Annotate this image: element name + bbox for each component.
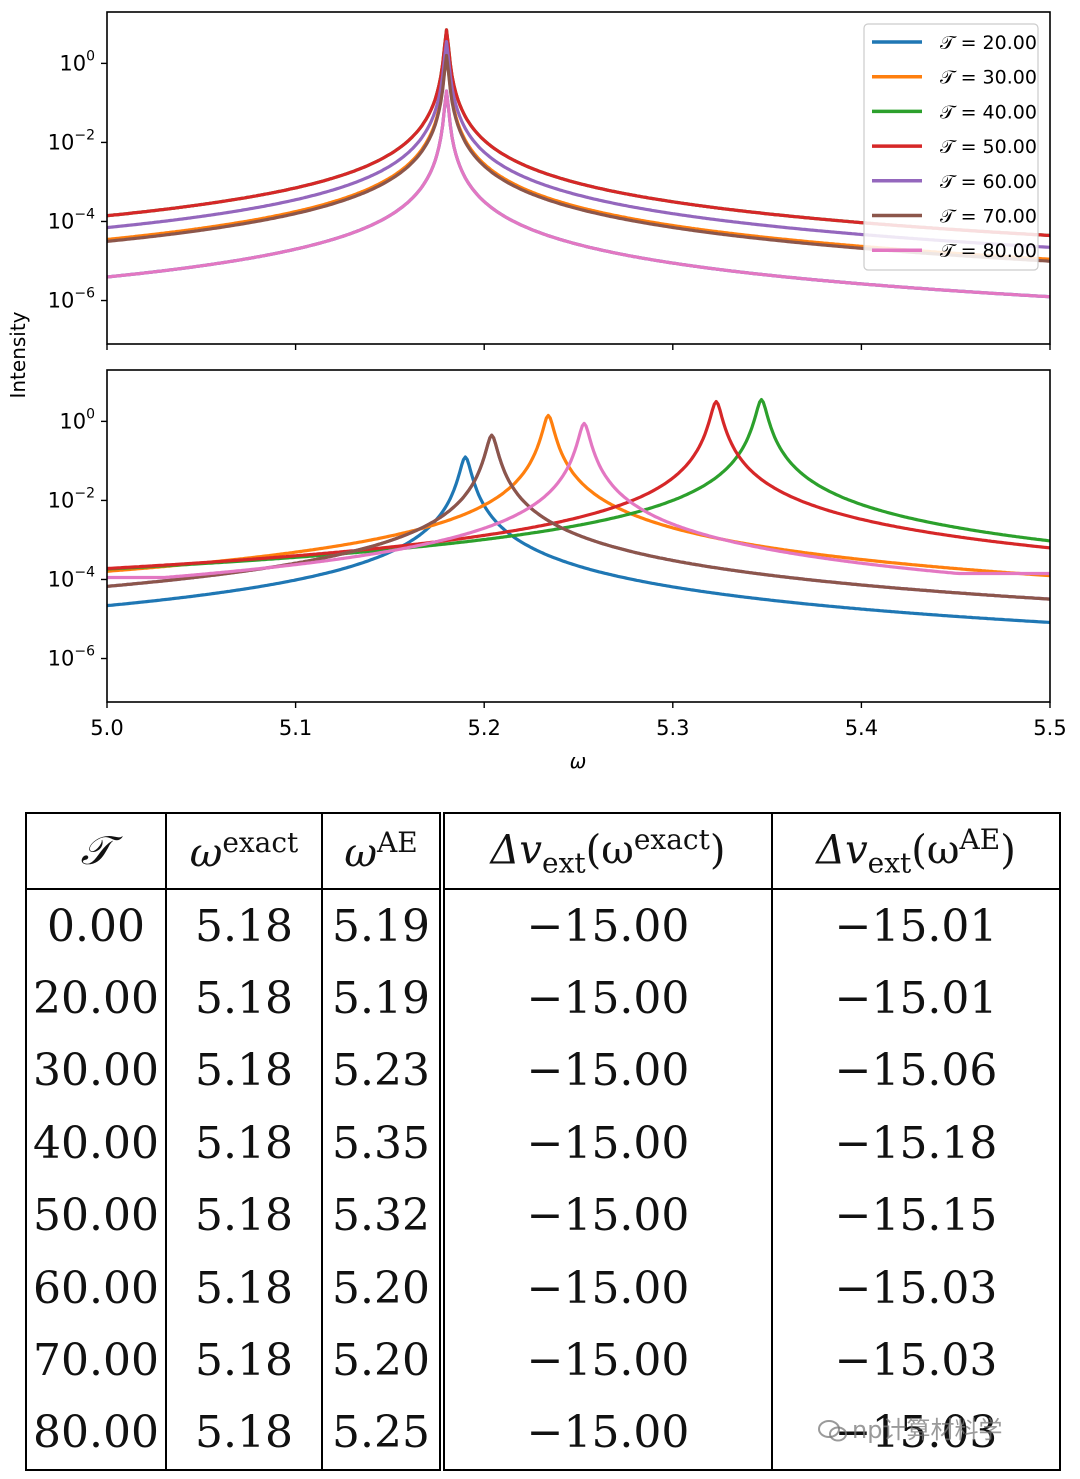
legend-label: 𝒯 = 20.00: [940, 32, 1037, 54]
cell-omega-exact: 5.18: [165, 1179, 323, 1252]
y-axis-label: Intensity: [6, 311, 30, 398]
cell-omega-ae: 5.20: [321, 1324, 445, 1397]
cell-T: 0.00: [25, 889, 167, 963]
x-tick-label: 5.0: [90, 716, 123, 740]
y-tick-label: 10−6: [48, 644, 95, 671]
cell-omega-ae: 5.19: [321, 962, 445, 1035]
series-line-2: [107, 413, 1050, 578]
watermark: np计算材料学: [818, 1410, 1002, 1445]
cell-omega-ae: 5.32: [321, 1179, 445, 1252]
x-tick-label: 5.5: [1033, 716, 1066, 740]
series-line-7: [107, 89, 1050, 299]
header-T: 𝒯: [25, 812, 167, 890]
cell-dv-ae: −15.03: [771, 1324, 1061, 1397]
cell-dv-exact: −15.00: [441, 1324, 773, 1397]
cell-omega-exact: 5.18: [165, 962, 323, 1035]
bottom-panel: 100 10−2 10−4 10−6 5.0 5.1 5.2 5.3 5.4 5.5: [48, 369, 1067, 740]
cell-omega-ae: 5.25: [321, 1396, 445, 1472]
cell-dv-ae: −15.03: [771, 1396, 1061, 1472]
y-tick-label: 10−6: [48, 286, 95, 313]
cell-omega-exact: 5.18: [165, 1324, 323, 1397]
chart-figure: 100 10−2 10−4 10−6 𝒯 = 20.00 𝒯 = 30.00 𝒯 = 40.…: [6, 11, 1067, 773]
x-tick-label: 5.2: [467, 716, 500, 740]
cell-dv-exact: −15.00: [441, 1107, 773, 1180]
cell-T: 20.00: [25, 962, 167, 1035]
legend-label: 𝒯 = 50.00: [940, 136, 1037, 158]
axes-frame: [106, 369, 1051, 703]
x-tick-label: 5.3: [656, 716, 689, 740]
cell-dv-exact: −15.00: [441, 1251, 773, 1325]
cell-dv-ae: −15.03: [771, 1251, 1061, 1325]
cell-dv-exact: −15.00: [441, 1179, 773, 1252]
series-group: [107, 398, 1050, 625]
cell-dv-ae: −15.01: [771, 962, 1061, 1035]
cell-T: 40.00: [25, 1107, 167, 1180]
cell-dv-ae: −15.06: [771, 1034, 1061, 1108]
cell-dv-exact: −15.00: [441, 889, 773, 963]
table-row: 80.00 5.18 5.25 −15.00 −15.03: [25, 1396, 1061, 1472]
cell-T: 50.00: [25, 1179, 167, 1252]
series-line-7: [107, 421, 1050, 580]
cell-omega-exact: 5.18: [165, 1251, 323, 1325]
legend-label: 𝒯 = 60.00: [940, 171, 1037, 193]
y-tick-label: 10−4: [48, 564, 95, 591]
cell-T: 80.00: [25, 1396, 167, 1472]
table-row: 40.00 5.18 5.35 −15.00 −15.18: [25, 1107, 1061, 1180]
y-tick-label: 100: [59, 48, 95, 75]
x-tick-label: 5.4: [845, 716, 878, 740]
header-omega-ae: ωAE: [321, 812, 445, 890]
series-line-3: [107, 398, 1050, 571]
y-tick-label: 100: [59, 406, 95, 433]
header-dv-ae: Δvext(ωAE): [771, 812, 1061, 890]
header-omega-exact: ωexact: [165, 812, 323, 890]
legend-label: 𝒯 = 30.00: [940, 67, 1037, 89]
legend-label: 𝒯 = 80.00: [940, 240, 1037, 262]
series-line-1: [107, 455, 1050, 625]
cell-omega-ae: 5.35: [321, 1107, 445, 1180]
cell-omega-ae: 5.23: [321, 1034, 445, 1108]
cell-omega-exact: 5.18: [165, 1396, 323, 1472]
cell-omega-ae: 5.20: [321, 1251, 445, 1325]
legend: 𝒯 = 20.00 𝒯 = 30.00 𝒯 = 40.00 𝒯 = 50.00 𝒯 = …: [863, 23, 1039, 271]
series-line-4: [107, 400, 1050, 571]
table-row: 30.00 5.18 5.23 −15.00 −15.06: [25, 1034, 1061, 1108]
cell-T: 60.00: [25, 1251, 167, 1325]
table-row: 60.00 5.18 5.20 −15.00 −15.03: [25, 1251, 1061, 1325]
table-header-row: 𝒯 ωexact ωAE Δvext(ωexact) Δvext(ωAE): [25, 812, 1061, 890]
x-tick-label: 5.1: [279, 716, 312, 740]
table-row: 50.00 5.18 5.32 −15.00 −15.15: [25, 1179, 1061, 1252]
top-panel: 100 10−2 10−4 10−6 𝒯 = 20.00 𝒯 = 30.00 𝒯 = 40.…: [48, 11, 1051, 350]
legend-label: 𝒯 = 40.00: [940, 101, 1037, 123]
table-row: 70.00 5.18 5.20 −15.00 −15.03: [25, 1324, 1061, 1397]
cell-dv-ae: −15.15: [771, 1179, 1061, 1252]
table-row: 20.00 5.18 5.19 −15.00 −15.01: [25, 962, 1061, 1035]
series-group: [107, 28, 1050, 299]
cell-omega-exact: 5.18: [165, 1034, 323, 1108]
cell-T: 30.00: [25, 1034, 167, 1108]
chat-bubble-icon: [818, 1420, 847, 1442]
legend-label: 𝒯 = 70.00: [940, 206, 1037, 228]
cell-dv-ae: −15.01: [771, 889, 1061, 963]
table-row: 0.00 5.18 5.19 −15.00 −15.01: [25, 889, 1061, 963]
cell-dv-exact: −15.00: [441, 962, 773, 1035]
watermark-text: np计算材料学: [852, 1416, 1003, 1444]
cell-dv-ae: −15.18: [771, 1107, 1061, 1180]
results-table: 𝒯 ωexact ωAE Δvext(ωexact) Δvext(ωAE) 0.…: [25, 812, 1061, 1472]
cell-omega-exact: 5.18: [165, 1107, 323, 1180]
y-tick-label: 10−4: [48, 206, 95, 233]
y-tick-label: 10−2: [48, 485, 95, 512]
cell-dv-exact: −15.00: [441, 1034, 773, 1108]
cell-omega-ae: 5.19: [321, 889, 445, 963]
x-axis-label: ω: [570, 749, 587, 773]
y-tick-label: 10−2: [48, 127, 95, 154]
cell-T: 70.00: [25, 1324, 167, 1397]
cell-omega-exact: 5.18: [165, 889, 323, 963]
cell-dv-exact: −15.00: [441, 1396, 773, 1472]
axes-frame: [106, 11, 1051, 345]
header-dv-exact: Δvext(ωexact): [441, 812, 773, 890]
